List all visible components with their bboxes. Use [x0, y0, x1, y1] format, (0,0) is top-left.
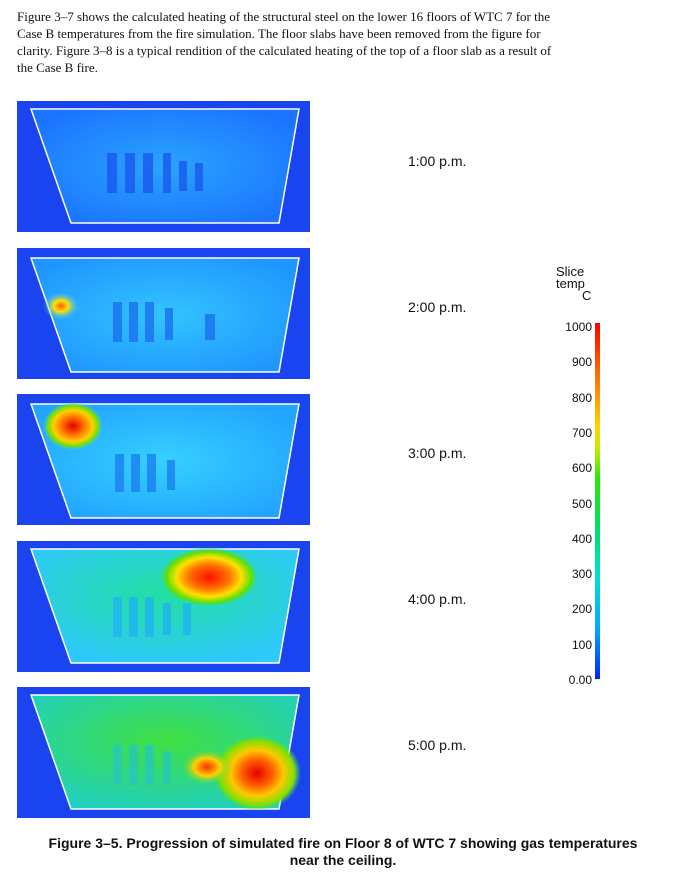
legend-tick: 1000: [565, 320, 592, 334]
figure-caption: Figure 3–5. Progression of simulated fir…: [0, 835, 686, 869]
legend-tick: 0.00: [568, 673, 592, 687]
legend-title-line1: Slice: [556, 264, 585, 279]
fire-frame-4pm: [17, 541, 310, 672]
caption-line1: Figure 3–5. Progression of simulated fir…: [48, 835, 638, 851]
legend-tick: 200: [571, 602, 592, 616]
fire-frame-3pm: [17, 394, 310, 525]
legend-tick: 100: [571, 638, 592, 652]
time-label-4pm: 4:00 p.m.: [408, 591, 467, 607]
intro-line: clarity. Figure 3–8 is a typical renditi…: [17, 43, 552, 58]
time-label-5pm: 5:00 p.m.: [408, 737, 467, 753]
legend-tick: 300: [571, 567, 592, 581]
legend-title-line2: temp: [556, 276, 585, 291]
legend-unit: C: [582, 288, 592, 303]
legend-tick: 900: [571, 355, 592, 369]
intro-line: the Case B fire.: [17, 60, 98, 75]
temperature-colorbar: [595, 323, 600, 679]
intro-paragraph: Figure 3–7 shows the calculated heating …: [17, 8, 657, 76]
legend-title: Slice temp C: [556, 264, 596, 303]
time-label-3pm: 3:00 p.m.: [408, 445, 467, 461]
fire-frame-2pm: [17, 248, 310, 379]
legend-tick: 800: [571, 391, 592, 405]
legend-tick: 700: [571, 426, 592, 440]
time-label-1pm: 1:00 p.m.: [408, 153, 467, 169]
time-label-2pm: 2:00 p.m.: [408, 299, 467, 315]
fire-frame-1pm: [17, 101, 310, 232]
intro-line: Case B temperatures from the fire simula…: [17, 26, 541, 41]
caption-line2: near the ceiling.: [289, 852, 397, 868]
legend-tick: 500: [571, 497, 592, 511]
intro-line: Figure 3–7 shows the calculated heating …: [17, 9, 550, 24]
fire-frame-5pm: [17, 687, 310, 818]
legend-tick: 400: [571, 532, 592, 546]
legend-tick: 600: [571, 461, 592, 475]
